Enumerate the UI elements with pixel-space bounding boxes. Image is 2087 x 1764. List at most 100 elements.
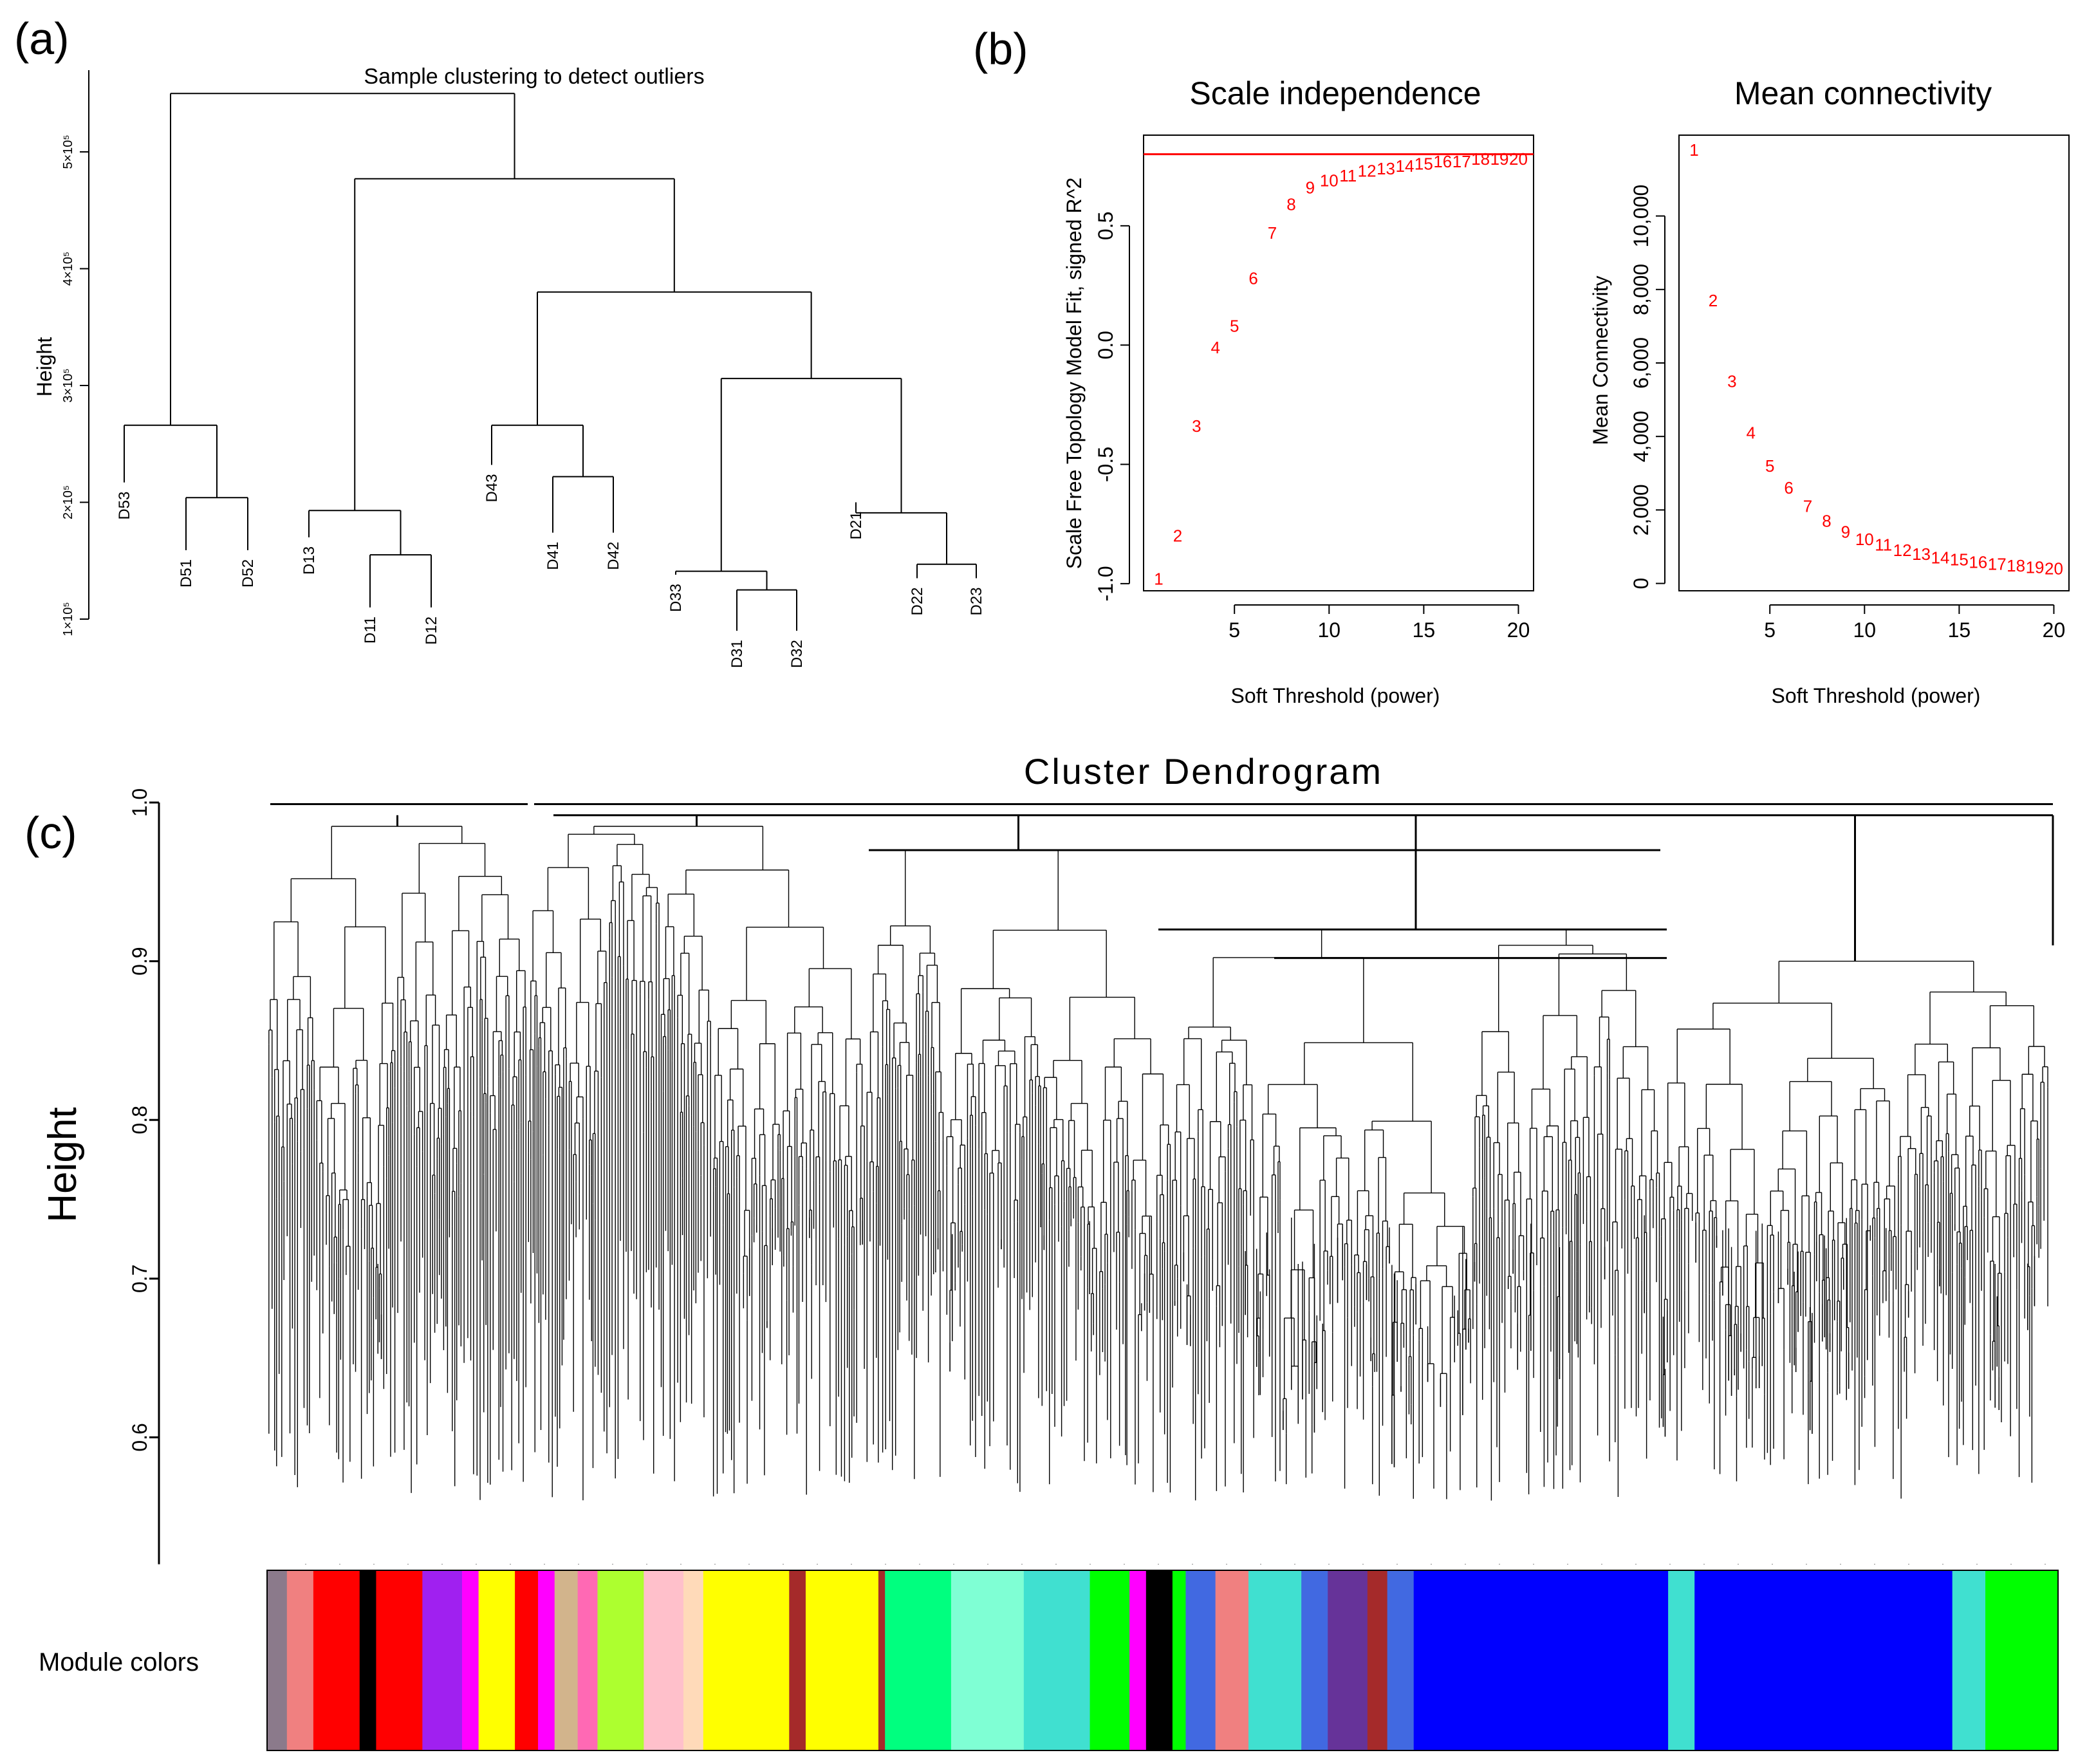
chart-a-dendrogram: D53 D51 D52 D13 D11 D12 D43 D41 D42 D33 D31 D32 D21 D…: [116, 93, 985, 668]
chart-b2-title: Mean connectivity: [1734, 75, 1992, 111]
data-point-label: 20: [2045, 559, 2063, 579]
data-point-label: 13: [1377, 159, 1395, 178]
module-color-segment: [1090, 1570, 1130, 1750]
chart-b2-xlabel: Soft Threshold (power): [1772, 684, 1981, 707]
chart-b1-title: Scale independence: [1189, 75, 1481, 111]
module-color-segment: [805, 1570, 879, 1750]
module-color-segment: [789, 1570, 806, 1750]
leaf-label: D13: [301, 546, 318, 575]
chart-b1-ylabel: Scale Free Topology Model Fit, signed R^…: [1062, 178, 1086, 570]
y-tick-label: 1×10⁵: [61, 602, 75, 636]
y-tick-label: 5×10⁵: [61, 135, 75, 169]
module-color-segment: [267, 1570, 288, 1750]
module-color-segment: [644, 1570, 684, 1750]
module-color-segment: [885, 1570, 952, 1750]
module-color-segment: [1387, 1570, 1415, 1750]
module-color-segment: [878, 1570, 886, 1750]
leaf-label: D43: [483, 474, 501, 502]
y-tick-label: 0.7: [128, 1265, 151, 1293]
data-point-label: 18: [1471, 149, 1490, 169]
data-point-label: 20: [1509, 149, 1528, 169]
leaf-label: D42: [605, 542, 622, 570]
leaf-label: D22: [909, 587, 926, 615]
data-point-label: 3: [1192, 416, 1201, 436]
module-color-segment: [515, 1570, 539, 1750]
module-color-segment: [1023, 1570, 1091, 1750]
leaf-label: D51: [178, 559, 195, 588]
leaf-label: D41: [544, 542, 562, 570]
chart-a-title: Sample clustering to detect outliers: [364, 64, 704, 89]
chart-b2-plot: 5 10 15 2002,0004,0006,0008,00010,000123456…: [1629, 135, 2070, 642]
sample-clustering-chart: Sample clustering to detect outliers Hei…: [33, 64, 985, 668]
leaf-label: D12: [423, 617, 440, 645]
module-color-segment: [422, 1570, 463, 1750]
data-point-label: 15: [1950, 550, 1969, 569]
data-point-label: 9: [1306, 178, 1315, 198]
chart-c-dendrogram: [268, 803, 2054, 1564]
module-color-segment: [1146, 1570, 1173, 1750]
x-tick-label: 15: [1413, 618, 1436, 642]
module-color-segment: [1185, 1570, 1216, 1750]
data-point-label: 14: [1396, 156, 1415, 176]
y-tick-label: 1.0: [128, 788, 151, 817]
data-point-label: 18: [2007, 556, 2025, 575]
leaf-label: D11: [362, 617, 379, 644]
data-point-label: 2: [1173, 526, 1182, 546]
data-point-label: 10: [1855, 530, 1874, 549]
y-tick-label: 0.5: [1094, 212, 1117, 240]
leaf-label: D52: [239, 559, 257, 588]
data-point-label: 5: [1765, 456, 1774, 476]
data-point-label: 11: [1339, 166, 1357, 185]
module-color-segment: [1248, 1570, 1302, 1750]
chart-a-ylabel: Height: [33, 337, 56, 397]
y-tick-label: 0: [1629, 578, 1653, 590]
data-point-label: 15: [1415, 154, 1433, 173]
data-point-label: 8: [1286, 194, 1295, 214]
data-point-label: 5: [1230, 317, 1239, 336]
x-tick-label: 5: [1764, 618, 1776, 642]
y-tick-label: 10,000: [1629, 185, 1653, 248]
leaf-label: D53: [116, 492, 133, 520]
module-color-segment: [1172, 1570, 1186, 1750]
panel-a-label: (a): [14, 14, 70, 64]
data-point-label: 17: [1452, 152, 1471, 171]
data-point-label: 7: [1803, 497, 1812, 516]
y-tick-label: 2,000: [1629, 484, 1653, 535]
y-tick-label: 0.8: [128, 1106, 151, 1134]
data-point-label: 3: [1727, 372, 1736, 391]
panel-c-label: (c): [24, 808, 77, 858]
y-tick-label: 0.0: [1094, 331, 1117, 359]
module-color-segment: [1952, 1570, 1986, 1750]
data-point-label: 13: [1912, 544, 1931, 564]
chart-c-ylabel: Height: [41, 1107, 85, 1222]
module-color-segment: [461, 1570, 479, 1750]
y-tick-label: 2×10⁵: [61, 485, 75, 519]
module-color-segment: [1301, 1570, 1328, 1750]
module-color-segment: [1413, 1570, 1669, 1750]
module-colors-label: Module colors: [39, 1648, 199, 1676]
y-tick-label: -1.0: [1094, 566, 1117, 601]
leaf-label: D21: [848, 512, 865, 540]
data-point-label: 12: [1358, 162, 1377, 181]
chart-c-y-axis: 0.6 0.7 0.8 0.9 1.0: [128, 788, 160, 1564]
chart-b2-ylabel: Mean Connectivity: [1589, 275, 1612, 445]
chart-b1-xlabel: Soft Threshold (power): [1231, 684, 1440, 707]
data-point-label: 6: [1248, 268, 1257, 288]
data-point-label: 4: [1211, 338, 1220, 357]
module-color-segment: [577, 1570, 598, 1750]
module-color-segment: [554, 1570, 579, 1750]
y-tick-label: 3×10⁵: [61, 368, 75, 402]
chart-c-title: Cluster Dendrogram: [1024, 751, 1383, 792]
data-point-label: 8: [1822, 512, 1831, 531]
data-point-label: 6: [1784, 478, 1793, 497]
data-point-label: 9: [1841, 523, 1850, 542]
data-point-label: 2: [1709, 291, 1718, 310]
leaf-label: D23: [968, 587, 985, 615]
leaf-label: D32: [788, 640, 806, 668]
data-point-label: 17: [1988, 554, 2007, 573]
data-point-label: 4: [1747, 423, 1756, 442]
data-point-label: 19: [2026, 557, 2045, 577]
y-tick-label: 4×10⁵: [61, 252, 75, 286]
module-color-segment: [376, 1570, 423, 1750]
